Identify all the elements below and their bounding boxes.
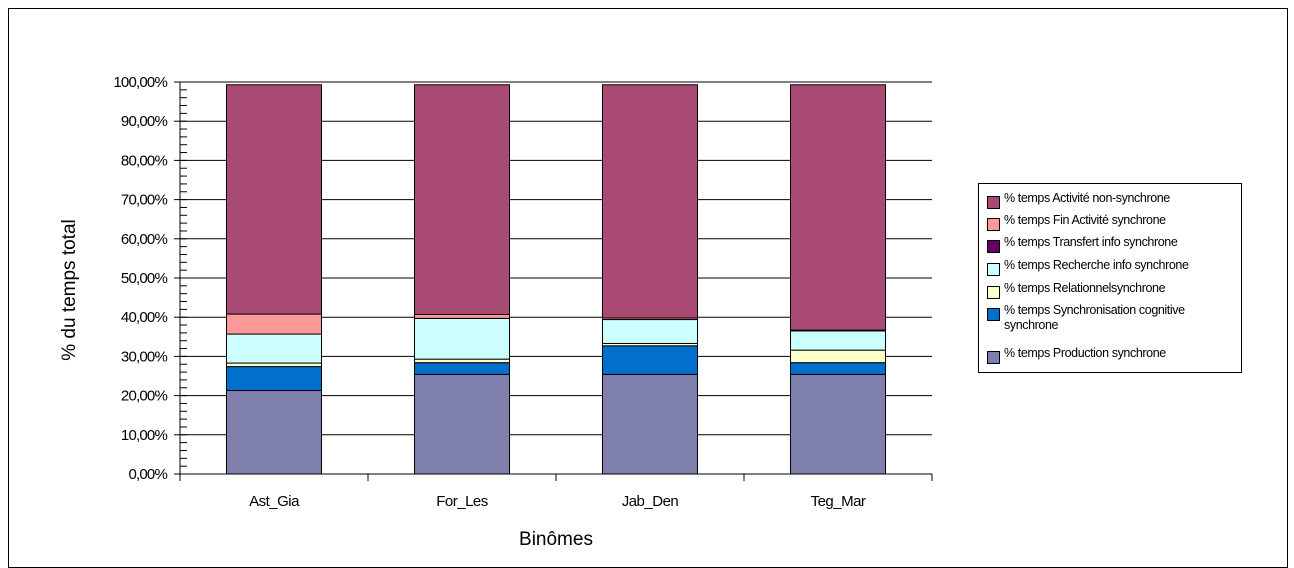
x-tick-label: For_Les (436, 493, 488, 510)
legend-label: % temps Activité non-synchrone (1004, 191, 1170, 205)
y-tick-label: 60,00% (121, 231, 168, 248)
legend-label: % temps Fin Activité synchrone (1004, 213, 1166, 227)
bar-segment (602, 345, 698, 375)
legend-swatch (987, 308, 1000, 321)
y-axis-title: % du temps total (59, 219, 80, 361)
x-tick-label: Teg_Mar (811, 493, 866, 510)
legend-swatch (987, 196, 1000, 209)
legend: % temps Activité non-synchrone % temps Fi… (978, 183, 1242, 373)
bar-segment (226, 366, 322, 392)
legend-label: % temps Relationnelsynchrone (1004, 281, 1166, 295)
legend-item: % temps Activité non-synchrone (987, 191, 1234, 209)
bar-segment (414, 362, 510, 375)
y-tick-label: 50,00% (121, 270, 168, 287)
y-tick-label: 10,00% (121, 427, 168, 444)
legend-label: % temps Production synchrone (1004, 346, 1166, 360)
legend-swatch (987, 263, 1000, 276)
legend-item: % temps Production synchrone (987, 346, 1234, 364)
bar-segment (414, 373, 510, 475)
y-tick-label: 90,00% (121, 113, 168, 130)
bar-segment (226, 313, 322, 335)
bar-segment (602, 84, 698, 319)
y-tick-label: 80,00% (121, 152, 168, 169)
legend-label: % temps Synchronisation cognitive synchr… (1004, 303, 1185, 332)
bar-segment (790, 84, 886, 331)
legend-item: % temps Relationnelsynchrone (987, 281, 1234, 299)
y-tick-label: 70,00% (121, 192, 168, 209)
y-tick-label: 30,00% (121, 348, 168, 365)
legend-label: % temps Transfert info synchrone (1004, 235, 1178, 249)
legend-swatch (987, 218, 1000, 231)
bar-segment (790, 362, 886, 375)
legend-item: % temps Transfert info synchrone (987, 235, 1234, 253)
legend-swatch (987, 240, 1000, 253)
bar-segment (790, 349, 886, 364)
legend-item: % temps Fin Activité synchrone (987, 213, 1234, 231)
bar-segment (790, 373, 886, 475)
x-tick-label: Jab_Den (622, 493, 679, 510)
bars (226, 84, 886, 475)
bar-segment (226, 362, 322, 368)
bar-segment (414, 358, 510, 364)
bar-segment (414, 84, 510, 315)
bar-segment (414, 313, 510, 319)
x-axis-title: Binômes (519, 529, 593, 550)
bar-segment (226, 84, 322, 315)
bar-segment (226, 333, 322, 364)
bar-segment (790, 330, 886, 351)
axes: 0,00% 10,00% 20,00% 30,00% 40,00% 50,00% 60,00… (113, 74, 933, 510)
legend-label: % temps Recherche info synchrone (1004, 258, 1189, 272)
bar-segment (602, 319, 698, 344)
legend-swatch (987, 286, 1000, 299)
bar-segment (414, 317, 510, 360)
legend-item: % temps Recherche info synchrone (987, 258, 1234, 276)
y-tick-label: 40,00% (121, 309, 168, 326)
x-tick-label: Ast_Gia (249, 493, 300, 510)
bar-segment (602, 373, 698, 475)
legend-swatch (987, 351, 1000, 364)
legend-item: % temps Synchronisation cognitive synchr… (987, 303, 1234, 333)
y-tick-label: 100,00% (113, 74, 167, 91)
y-tick-label: 20,00% (121, 388, 168, 405)
y-tick-label: 0,00% (128, 466, 167, 483)
bar-segment (226, 390, 322, 475)
